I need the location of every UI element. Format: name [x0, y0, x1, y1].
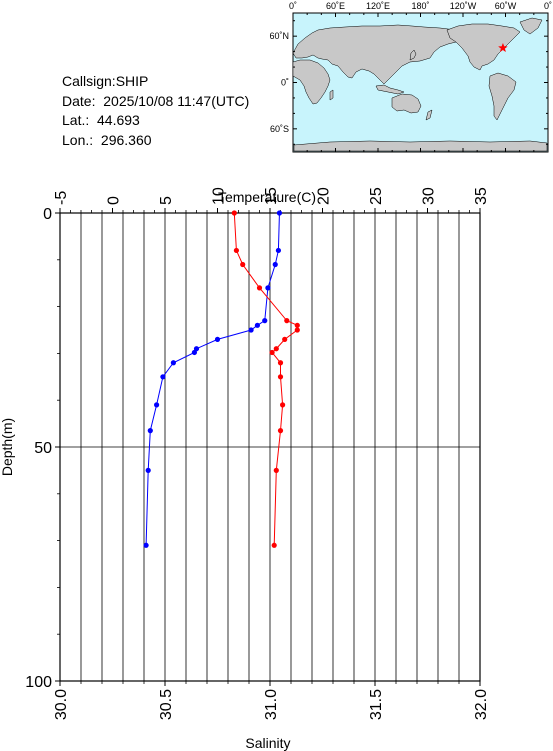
salinity-profile-point	[231, 210, 237, 216]
lon-text: Lon.: 296.360	[62, 131, 152, 148]
depth-tick-label: 50	[34, 440, 52, 457]
map-lon-label: 60˚E	[326, 1, 345, 11]
map-lon-label: 60˚W	[495, 1, 517, 11]
temperature-profile-point	[143, 542, 149, 548]
grid-lines	[60, 213, 480, 681]
salinity-profile-point	[294, 327, 300, 333]
temperature-tick-label: 20	[316, 187, 333, 205]
salinity-profile-point	[277, 428, 284, 434]
date-text: Date: 2025/10/08 11:47(UTC)	[62, 92, 250, 109]
temperature-profile-point	[272, 261, 278, 268]
salinity-profile-point	[271, 542, 277, 548]
salinity-profile-point	[256, 285, 263, 291]
temperature-profile-point	[275, 247, 281, 254]
temperature-profile-point	[160, 374, 166, 380]
temperature-profile-point	[147, 428, 153, 434]
temperature-tick-label: 10	[211, 187, 228, 205]
salinity-tick-label: 30.5	[158, 689, 175, 720]
temperature-profile-point	[265, 285, 271, 291]
station-info: Callsign:SHIP Date: 2025/10/08 11:47(UTC…	[62, 72, 249, 150]
star-icon	[497, 42, 508, 53]
temperature-profile-line	[145, 212, 280, 546]
map-lon-label: 0˚	[544, 1, 552, 11]
depth-tick-label: 100	[25, 674, 52, 691]
temperature-tick-label: 35	[473, 187, 490, 205]
salinity-tick-label: 31.5	[368, 689, 385, 720]
salinity-profile-point	[273, 467, 279, 473]
map-lon-label: 120˚W	[450, 1, 477, 11]
profile-plot: -5 0 5 10 15 20 25 30 35 30.0 30.5 31.0 31.5 32.0 05…	[0, 187, 490, 751]
salinity-profile-point	[240, 261, 246, 268]
map-lat-label: 60˚N	[269, 31, 289, 41]
salinity-profile-point	[280, 402, 286, 408]
map-lon-label: 120˚E	[366, 1, 390, 11]
temperature-tick-label: 5	[158, 196, 175, 205]
salinity-axis-label: Salinity	[245, 735, 290, 751]
salinity-profile-line	[233, 212, 298, 546]
map-land	[292, 17, 548, 152]
temperature-profile-point	[170, 360, 176, 366]
depth-tick-labels: 0 50 100	[25, 206, 52, 691]
temperature-tick-label: 15	[263, 187, 280, 205]
salinity-tick-label: 30.0	[53, 689, 70, 720]
depth-axis-label: Depth(m)	[0, 418, 15, 476]
temperature-tick-label: 0	[106, 196, 123, 205]
salinity-tick-labels: 30.0 30.5 31.0 31.5 32.0	[53, 689, 490, 720]
temperature-profile-point	[214, 336, 221, 342]
salinity-profile-point	[294, 322, 300, 328]
world-map: 0˚ 60˚E 120˚E 180˚ 120˚W 60˚W 0˚ 60˚N 0˚ 60˚S	[269, 1, 552, 153]
temperature-profile-point	[191, 349, 197, 356]
temperature-profile-point	[154, 402, 160, 408]
map-lon-label: 180˚	[411, 1, 429, 11]
temperature-tick-label: -5	[53, 191, 70, 205]
map-lon-label: 0˚	[289, 1, 297, 11]
temperature-profile-point	[254, 322, 260, 328]
salinity-profile-point	[277, 374, 284, 380]
temperature-profile-point	[145, 467, 151, 473]
temperature-axis-label: Temperature(C)	[218, 189, 316, 205]
salinity-profile-point	[273, 346, 279, 352]
temperature-profile-point	[262, 318, 268, 324]
depth-tick-label: 0	[43, 206, 52, 223]
salinity-profile-point	[233, 247, 239, 254]
salinity-tick-label: 32.0	[473, 689, 490, 720]
salinity-tick-label: 31.0	[263, 689, 280, 720]
lat-text: Lat.: 44.693	[62, 112, 140, 128]
map-lon-labels: 0˚ 60˚E 120˚E 180˚ 120˚W 60˚W 0˚	[289, 1, 552, 11]
salinity-profile-point	[282, 336, 288, 342]
series-layer	[143, 210, 300, 548]
map-lat-labels: 60˚N 0˚ 60˚S	[269, 31, 289, 134]
temperature-profile-point	[276, 210, 283, 216]
map-lat-label: 0˚	[281, 78, 289, 88]
axis-ticks	[55, 208, 481, 686]
salinity-profile-point	[277, 360, 284, 366]
temperature-profile-point	[248, 327, 254, 333]
temperature-tick-labels: -5 0 5 10 15 20 25 30 35	[53, 187, 490, 205]
salinity-profile-point	[284, 318, 290, 324]
temperature-tick-label: 25	[368, 187, 385, 205]
station-marker	[497, 42, 508, 53]
map-lat-label: 60˚S	[270, 124, 289, 134]
temperature-tick-label: 30	[421, 187, 438, 205]
callsign-text: Callsign:SHIP	[62, 73, 149, 89]
salinity-profile-point	[269, 349, 275, 356]
map-ticks	[292, 13, 549, 152]
